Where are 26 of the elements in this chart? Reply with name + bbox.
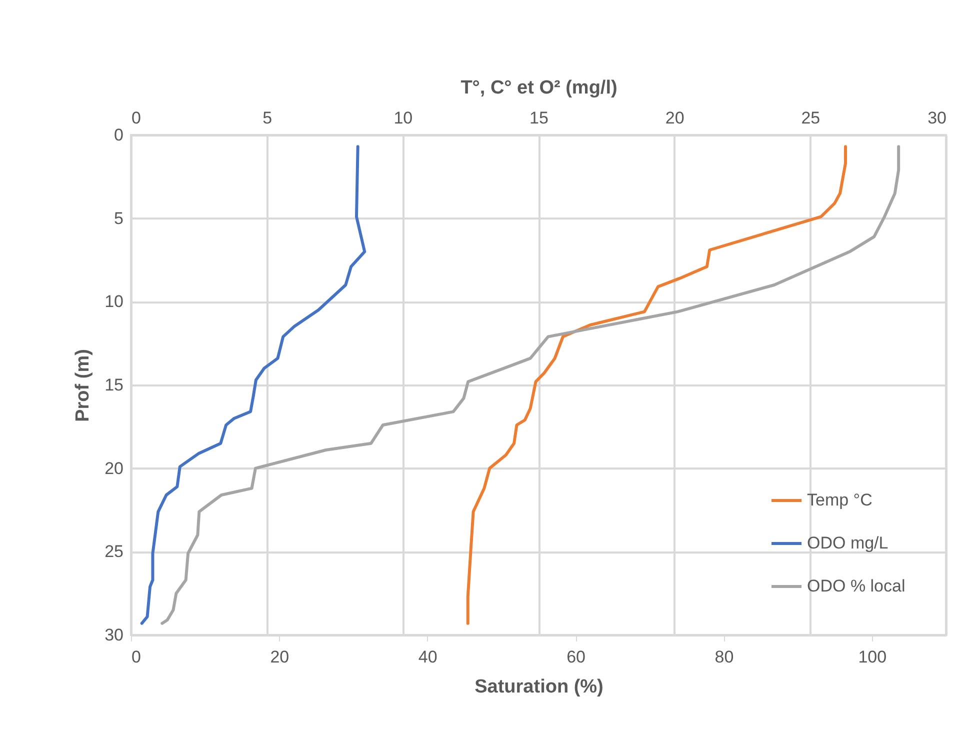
x-tick-label: 80 <box>714 648 734 666</box>
x-tick-label: 20 <box>270 648 290 666</box>
x2-tick-label: 20 <box>665 108 684 128</box>
x2-tick-label: 10 <box>394 108 413 128</box>
legend-label: ODO mg/L <box>807 534 888 552</box>
y-tick-label: 0 <box>114 126 124 144</box>
x-tick-label: 40 <box>418 648 438 666</box>
y-tick-label: 30 <box>104 626 124 644</box>
x2-tick-label: 30 <box>928 108 946 128</box>
x-tick-label: 0 <box>132 648 141 666</box>
x2-axis-title: T°, C° et O² (mg/l) <box>460 78 618 98</box>
y-tick-label: 15 <box>104 376 124 394</box>
x2-tick-label: 0 <box>132 108 141 128</box>
x-tick-label: 60 <box>566 648 586 666</box>
y-tick-label: 5 <box>114 208 124 228</box>
y-tick-label: 10 <box>104 292 124 312</box>
y-tick-label: 20 <box>104 458 124 478</box>
legend-label: Temp °C <box>807 490 872 510</box>
legend-label: ODO % local <box>807 576 906 596</box>
x-axis-title: Saturation (%) <box>474 676 604 698</box>
x-tick-label: 100 <box>858 648 887 666</box>
x2-tick-label: 5 <box>262 108 272 128</box>
x2-tick-label: 15 <box>530 108 548 128</box>
x2-tick-label: 25 <box>801 108 820 128</box>
y-axis-title: Prof (m) <box>72 349 94 422</box>
y-tick-label: 25 <box>104 542 124 562</box>
